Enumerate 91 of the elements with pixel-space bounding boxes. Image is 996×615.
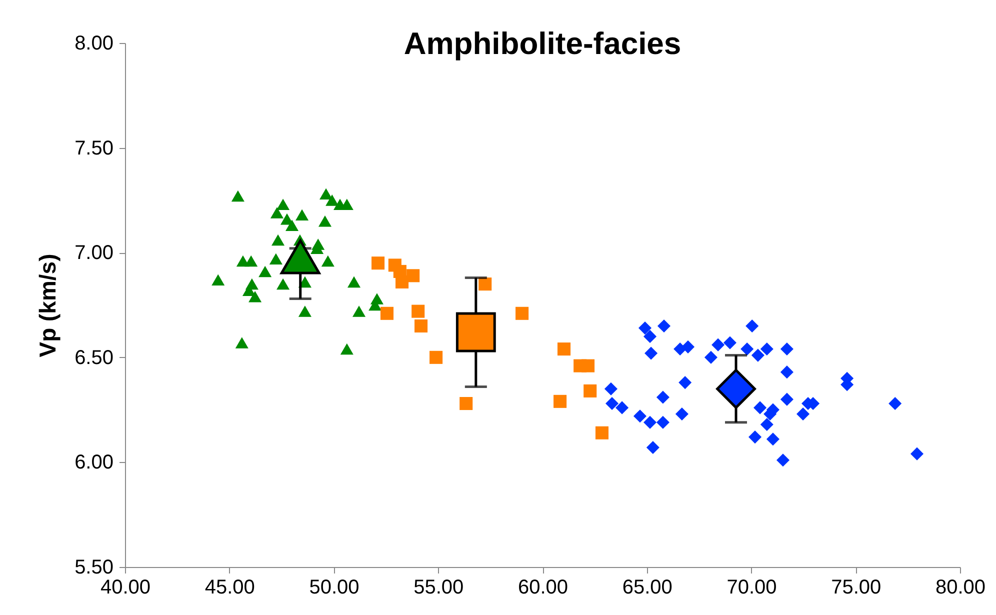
point: [656, 416, 670, 429]
point: [244, 255, 258, 267]
point: [776, 454, 790, 467]
point: [766, 432, 780, 446]
point: [516, 306, 529, 320]
point: [248, 290, 262, 302]
point: [320, 188, 333, 200]
point: [318, 216, 332, 227]
point: [746, 319, 759, 332]
point: [276, 198, 290, 210]
point: [656, 390, 670, 404]
point: [554, 394, 567, 408]
point: [212, 274, 225, 286]
point: [269, 253, 282, 265]
point: [657, 319, 671, 332]
point: [716, 368, 756, 409]
x-tick-label: 80.00: [935, 576, 986, 598]
y-tick-label: 5.50: [74, 556, 114, 578]
point: [298, 306, 312, 317]
point: [633, 410, 647, 423]
point: [643, 330, 657, 343]
y-axis-title: Vp (km/s): [34, 254, 61, 358]
x-tick-label: 40.00: [100, 576, 151, 598]
point: [595, 426, 609, 440]
point: [414, 319, 428, 332]
point: [748, 430, 762, 444]
point: [678, 376, 692, 390]
point: [751, 348, 764, 362]
point: [888, 396, 902, 410]
point: [796, 407, 810, 421]
point: [644, 346, 658, 360]
x-tick-label: 55.00: [414, 576, 464, 598]
point: [245, 278, 258, 290]
x-tick-label: 45.00: [204, 576, 255, 598]
point: [740, 342, 754, 356]
point: [638, 322, 652, 335]
point: [604, 382, 618, 396]
y-tick-label: 6.00: [74, 452, 114, 474]
point: [557, 342, 571, 356]
point: [370, 293, 384, 304]
point: [326, 194, 339, 206]
point: [270, 207, 284, 218]
point: [584, 384, 597, 398]
point: [723, 336, 736, 350]
y-tick-label: 6.50: [74, 346, 114, 369]
point: [347, 276, 361, 288]
point: [285, 220, 299, 231]
point: [780, 392, 794, 406]
point: [276, 278, 290, 290]
x-tick-label: 75.00: [831, 576, 882, 598]
point: [460, 396, 473, 410]
point: [456, 312, 496, 352]
y-tick-label: 8.00: [74, 32, 114, 54]
point: [321, 255, 334, 267]
point: [430, 350, 443, 364]
y-tick-label: 7.00: [74, 242, 114, 264]
x-tick-label: 60.00: [518, 576, 568, 598]
point: [780, 366, 794, 379]
point: [643, 416, 657, 429]
point: [760, 342, 774, 356]
point: [704, 350, 718, 364]
point: [352, 306, 366, 317]
point: [296, 209, 309, 221]
point: [646, 441, 660, 454]
point: [340, 343, 354, 355]
point: [235, 337, 248, 348]
x-tick-label: 70.00: [726, 576, 777, 598]
point: [395, 275, 409, 288]
point: [412, 304, 425, 318]
point: [581, 359, 595, 372]
point: [371, 256, 385, 270]
point: [760, 418, 774, 431]
point: [605, 396, 619, 410]
chart-title: Amphibolite-facies: [404, 26, 682, 61]
y-tick-label: 7.50: [74, 137, 114, 160]
point: [675, 407, 688, 421]
point: [754, 401, 767, 414]
x-tick-label: 65.00: [622, 576, 672, 598]
point: [406, 269, 420, 282]
point: [712, 338, 725, 352]
point: [380, 306, 394, 320]
x-tick-label: 50.00: [309, 576, 360, 598]
point: [616, 401, 629, 414]
point: [780, 342, 794, 356]
point: [910, 447, 924, 460]
point: [271, 234, 285, 246]
point: [231, 190, 244, 202]
point: [280, 239, 320, 274]
point: [258, 266, 272, 278]
point: [681, 340, 695, 354]
point: [478, 278, 492, 291]
